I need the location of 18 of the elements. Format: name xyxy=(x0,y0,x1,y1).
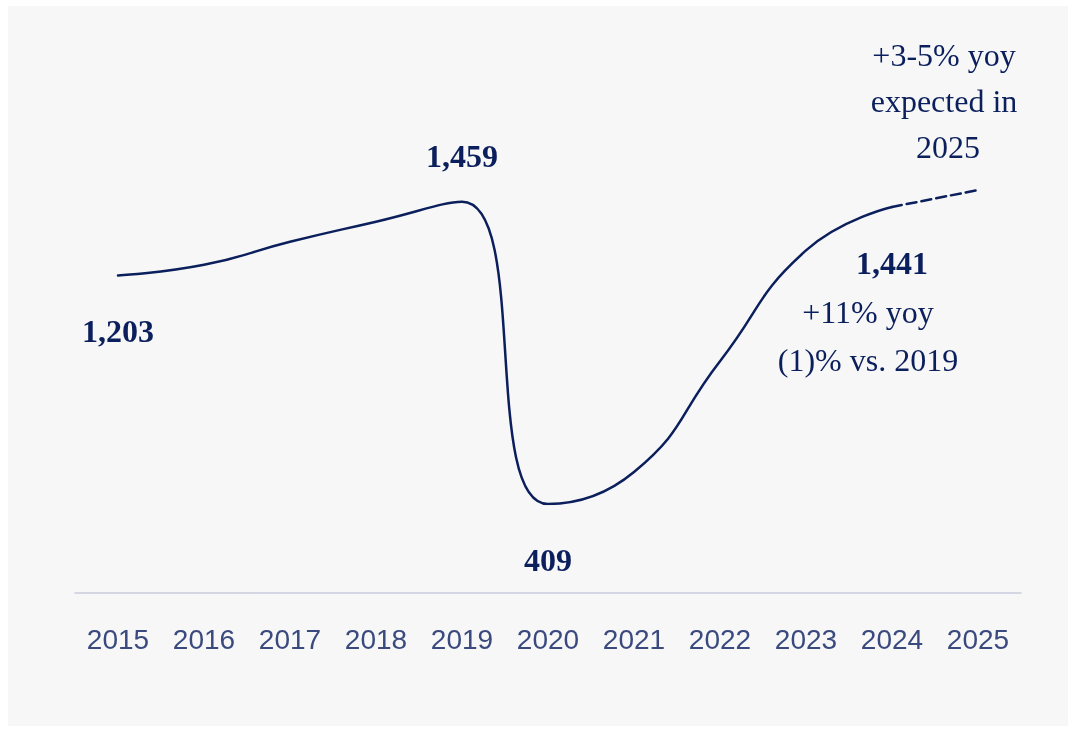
data-label: 409 xyxy=(524,542,572,578)
annotation: (1)% vs. 2019 xyxy=(777,342,959,378)
x-tick-label: 2020 xyxy=(516,623,580,655)
data-label: 1,441 xyxy=(856,244,928,281)
x-tick-label: 2021 xyxy=(602,623,666,655)
x-tick-label: 2025 xyxy=(946,623,1010,655)
x-tick-label: 2015 xyxy=(86,623,150,655)
x-tick-label: 2017 xyxy=(258,623,322,655)
annotation: +3-5% yoy expected in 2025 xyxy=(870,37,1026,165)
data-label: 1,459 xyxy=(426,137,498,174)
x-tick-label: 2022 xyxy=(688,623,752,655)
annotation: +11% yoy xyxy=(802,294,934,330)
x-tick-label: 2024 xyxy=(860,623,924,655)
x-tick-label: 2016 xyxy=(172,623,236,655)
data-label: 1,203 xyxy=(82,313,154,350)
x-tick-label: 2023 xyxy=(774,623,838,655)
x-tick-label: 2018 xyxy=(344,623,408,655)
x-tick-label: 2019 xyxy=(430,623,494,655)
